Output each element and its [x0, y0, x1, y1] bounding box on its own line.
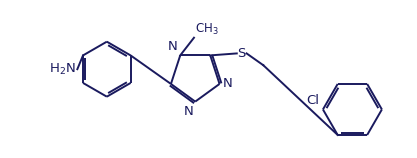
Text: Cl: Cl — [306, 94, 319, 107]
Text: N: N — [223, 77, 232, 90]
Text: H$_2$N: H$_2$N — [48, 62, 75, 77]
Text: CH$_3$: CH$_3$ — [195, 22, 219, 37]
Text: N: N — [183, 105, 193, 118]
Text: N: N — [168, 40, 177, 53]
Text: S: S — [238, 47, 246, 60]
